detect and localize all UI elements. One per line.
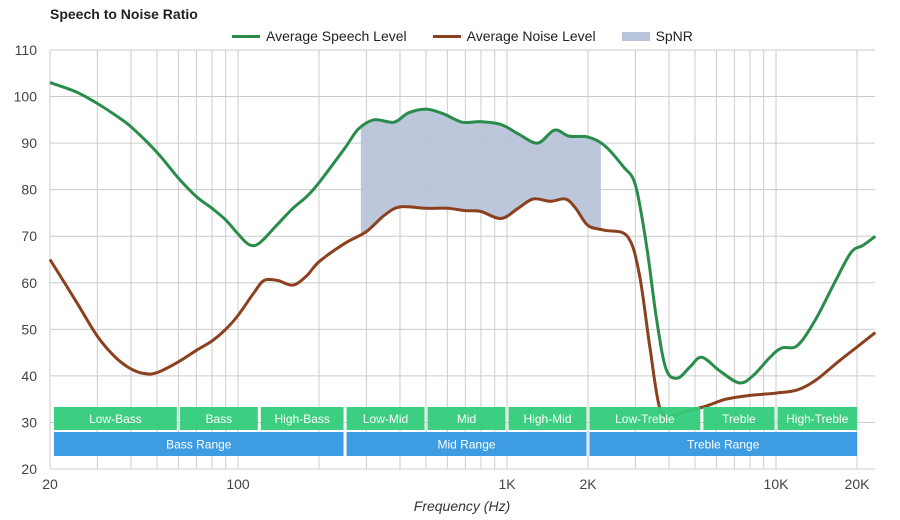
band-label: Low-Mid	[363, 412, 408, 426]
band-bar	[589, 407, 701, 430]
band-label: High-Bass	[275, 412, 330, 426]
frequency-bands: Low-Bass Bass High-Bass Low-Mid Mid High-Mid L…	[54, 407, 857, 456]
band-bar	[703, 407, 775, 430]
band-bar	[777, 407, 857, 430]
y-tick-label: 50	[21, 321, 37, 337]
y-tick-label: 30	[21, 414, 37, 430]
range-bar	[54, 432, 344, 456]
legend-swatch-spnr	[621, 31, 650, 41]
band-label: Bass	[205, 412, 232, 426]
y-tick-label: 80	[21, 182, 37, 198]
legend-swatch-speech	[232, 34, 260, 38]
y-tick-label: 60	[21, 275, 37, 291]
chart-title: Speech to Noise Ratio	[50, 6, 198, 22]
legend-label-spnr: SpNR	[655, 28, 693, 44]
range-label: Mid Range	[438, 438, 496, 452]
band-label: High-Treble	[786, 412, 849, 426]
band-bar	[427, 407, 506, 430]
band-bar	[54, 407, 177, 430]
legend-label-speech: Average Speech Level	[266, 28, 407, 44]
axes: 20 30 40 50 60 70 80 90 100 110 20 100 1K 2K 10K 20K	[14, 42, 870, 492]
x-tick-label: 2K	[579, 476, 597, 492]
x-axis-label: Frequency (Hz)	[414, 498, 510, 514]
x-tick-label: 1K	[498, 476, 516, 492]
band-label: Low-Treble	[615, 412, 675, 426]
y-tick-label: 20	[21, 461, 37, 477]
band-label: Mid	[457, 412, 476, 426]
speech-level-line	[49, 81, 877, 385]
band-label: Treble	[722, 412, 756, 426]
legend: Average Speech Level Average Noise Level…	[232, 27, 719, 45]
x-tick-label: 100	[226, 476, 250, 492]
range-bar	[589, 432, 857, 456]
legend-item-noise[interactable]: Average Noise Level	[432, 28, 596, 44]
series-lines	[48, 81, 877, 418]
legend-item-spnr[interactable]: SpNR	[621, 28, 693, 44]
band-bar	[179, 407, 258, 430]
band-label: High-Mid	[524, 412, 572, 426]
range-label: Treble Range	[687, 438, 760, 452]
y-tick-label: 40	[21, 368, 37, 384]
x-tick-label: 20K	[845, 476, 871, 492]
legend-swatch-noise	[432, 34, 461, 38]
x-tick-label: 20	[42, 476, 58, 492]
band-bar	[346, 407, 425, 430]
band-label: Low-Bass	[89, 412, 142, 426]
range-bar	[346, 432, 587, 456]
y-tick-label: 100	[14, 89, 38, 105]
band-bar	[508, 407, 587, 430]
noise-level-line	[48, 197, 877, 418]
y-tick-label: 90	[21, 135, 37, 151]
y-tick-label: 70	[21, 228, 37, 244]
legend-label-noise: Average Noise Level	[466, 28, 596, 44]
y-tick-label: 110	[15, 42, 38, 58]
grid	[49, 49, 875, 470]
band-bar	[260, 407, 344, 430]
x-tick-label: 10K	[764, 476, 790, 492]
range-label: Bass Range	[166, 438, 232, 452]
legend-item-speech[interactable]: Average Speech Level	[232, 28, 407, 44]
